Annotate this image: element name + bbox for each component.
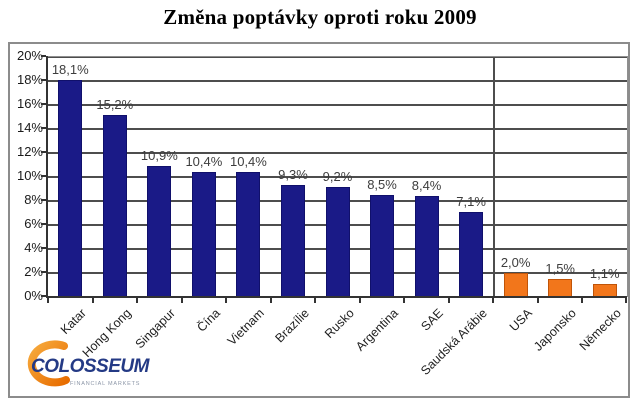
y-axis-tick — [41, 199, 46, 201]
y-axis-tick — [41, 127, 46, 129]
bar-value-label: 10,9% — [140, 148, 178, 164]
x-axis-tick — [625, 298, 627, 303]
y-axis-tick-label: 2% — [24, 264, 43, 279]
bar-cina — [191, 172, 216, 297]
logo-brand-text: COLOSSEUM — [31, 356, 149, 377]
bar-rusko — [325, 186, 350, 297]
x-axis-tick — [359, 298, 361, 303]
y-axis-tick-label: 16% — [16, 96, 43, 111]
gridline — [48, 152, 627, 154]
y-axis-tick-label: 0% — [24, 288, 43, 303]
group-separator-line — [493, 57, 495, 297]
y-axis-tick-label: 20% — [16, 48, 43, 63]
chart-title: Změna poptávky oproti roku 2009 — [163, 5, 477, 29]
bar-value-label: 1,5% — [545, 261, 575, 276]
y-axis-tick — [41, 103, 46, 105]
bar-japonsko — [548, 279, 573, 297]
x-axis-tick — [581, 298, 583, 303]
colosseum-logo: COLOSSEUM FINANCIAL MARKETS — [10, 340, 175, 394]
y-axis-line — [46, 56, 48, 298]
bar-value-label: 9,2% — [322, 168, 353, 184]
x-axis-tick — [403, 298, 405, 303]
gridline — [48, 128, 627, 130]
x-axis-tick — [136, 298, 138, 303]
y-axis-tick-label: 6% — [24, 216, 43, 231]
bar-sae — [414, 196, 439, 297]
x-axis-tick — [47, 298, 49, 303]
y-axis-tick — [41, 247, 46, 249]
y-axis-tick — [41, 55, 46, 57]
bar-hong-kong — [102, 114, 127, 297]
plot-area — [48, 56, 628, 297]
bar-value-label: 8,5% — [367, 177, 397, 192]
x-axis-tick — [225, 298, 227, 303]
bar-value-label: 7,1% — [456, 193, 486, 209]
bar-value-label: 10,4% — [185, 154, 223, 170]
y-axis-tick-label: 4% — [24, 240, 43, 255]
y-axis-tick — [41, 175, 46, 177]
bar-value-label: 15,2% — [96, 96, 134, 112]
bar-value-label: 2,0% — [500, 255, 531, 270]
x-axis-tick — [537, 298, 539, 303]
x-axis-tick — [270, 298, 272, 303]
bar-brazilie — [280, 185, 305, 297]
y-axis-tick — [41, 79, 46, 81]
x-axis-line — [46, 296, 627, 298]
bar-value-label: 18,1% — [51, 61, 89, 77]
y-axis-tick-label: 18% — [16, 72, 43, 87]
y-axis-tick-label: 10% — [16, 168, 43, 183]
x-axis-tick — [181, 298, 183, 303]
bar-value-label: 9,3% — [278, 167, 308, 183]
y-axis-tick-label: 14% — [16, 120, 43, 135]
x-axis-tick — [314, 298, 316, 303]
y-axis-tick — [41, 151, 46, 153]
bar-value-label: 8,4% — [411, 178, 442, 194]
bar-value-label: 10,4% — [229, 154, 267, 170]
bar-vietnam — [236, 172, 261, 297]
bar-katar — [58, 79, 83, 297]
y-axis-tick — [41, 295, 46, 297]
x-axis-tick — [448, 298, 450, 303]
gridline — [48, 104, 627, 106]
x-axis-tick — [92, 298, 94, 303]
chart-frame: 0% 2% 4% 6% 8% 10% 12% 14% 16% 18% 20% 18,1% 15,2% 10… — [8, 42, 630, 398]
logo-tagline-text: FINANCIAL MARKETS — [70, 381, 141, 387]
bar-singapur — [147, 166, 172, 297]
gridline — [48, 57, 627, 58]
y-axis-tick — [41, 271, 46, 273]
bar-value-label: 1,1% — [589, 265, 620, 281]
gridline — [48, 176, 627, 178]
x-axis-tick — [492, 298, 494, 303]
gridline — [48, 80, 627, 82]
y-axis-tick-label: 8% — [24, 192, 43, 207]
bar-usa — [503, 273, 528, 297]
logo-swoosh-icon — [27, 340, 70, 387]
bar-argentina — [370, 195, 395, 297]
y-axis-tick-label: 12% — [16, 144, 43, 159]
bar-saudska-arabie — [459, 211, 484, 297]
y-axis-tick — [41, 223, 46, 225]
